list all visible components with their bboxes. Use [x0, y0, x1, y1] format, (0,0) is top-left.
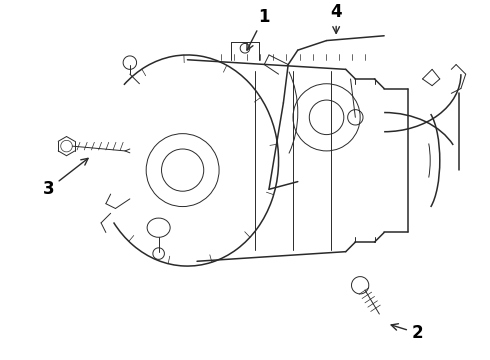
Text: 3: 3 [43, 158, 88, 198]
Text: 2: 2 [391, 324, 423, 342]
Text: 4: 4 [330, 3, 342, 33]
Text: 1: 1 [247, 8, 270, 50]
